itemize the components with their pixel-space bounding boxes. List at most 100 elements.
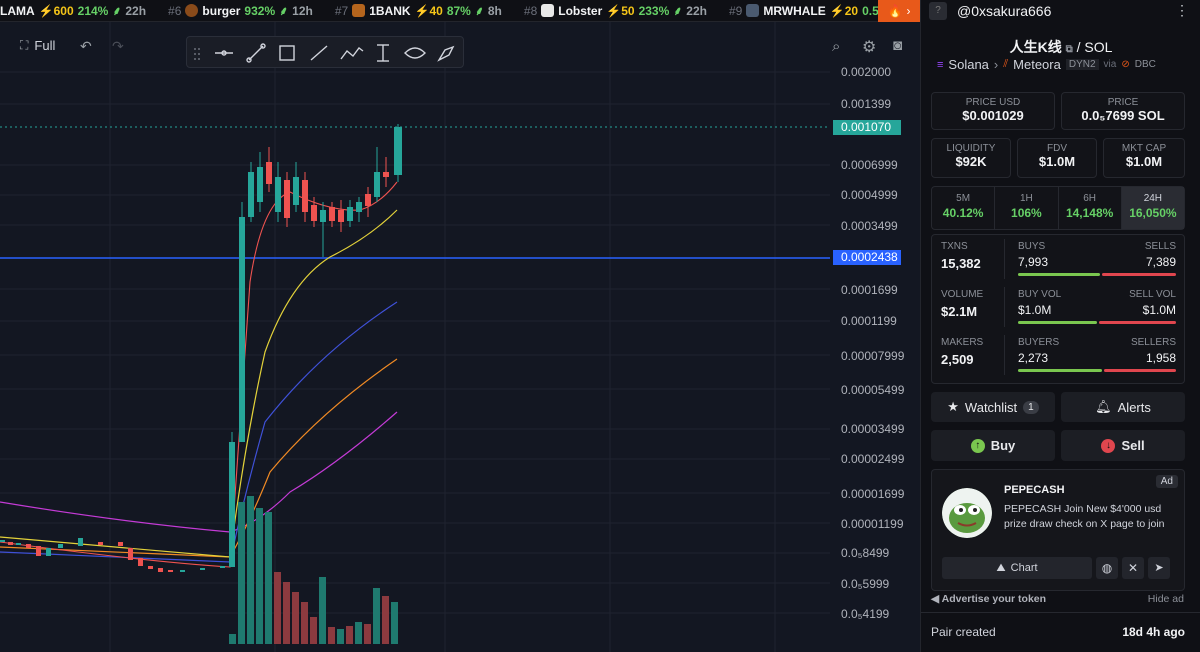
camera-icon[interactable]: ◙ <box>893 37 903 54</box>
axis-label: 0.0₅5999 <box>841 577 890 591</box>
ticker-rank: #9 <box>728 3 743 18</box>
stat-value: 15,382 <box>941 256 981 271</box>
dex-name[interactable]: Meteora <box>1013 57 1061 72</box>
sells-label: SELLS <box>1144 241 1176 252</box>
telegram-icon[interactable]: ➤ <box>1148 557 1170 579</box>
mktcap-label: MKT CAP <box>1121 143 1167 154</box>
current-price-tag: 0.001070 <box>833 120 901 135</box>
axis-label: 0.00002499 <box>841 452 905 466</box>
sell-label: Sell <box>1121 438 1145 453</box>
ratio-bar <box>1018 369 1176 372</box>
tab-1h[interactable]: 1H 106% <box>995 187 1059 229</box>
ad-badge: Ad <box>1155 475 1178 488</box>
ticker-boost: ⚡600 <box>38 3 74 18</box>
buy-vol-label: BUY VOL <box>1018 289 1062 300</box>
tab-5m[interactable]: 5M 40.12% <box>932 187 996 229</box>
chain-name[interactable]: Solana <box>948 57 989 72</box>
alerts-button[interactable]: 🔔︎ Alerts <box>1061 392 1185 422</box>
sprout-icon: ⸙ <box>112 4 122 18</box>
tab-value: 106% <box>1011 206 1042 220</box>
advertise-label: Advertise your token <box>941 593 1047 605</box>
ticker-item[interactable]: #7 1BANK ⚡40 87% ⸙ 8h <box>335 2 502 19</box>
axis-label: 0.00007999 <box>841 349 905 363</box>
star-icon: ★ <box>947 399 959 414</box>
ticker-item[interactable]: #8 Lobster ⚡50 233% ⸙ 22h <box>524 2 707 19</box>
advertise-link[interactable]: ◀ Advertise your token <box>931 593 1046 605</box>
trending-ticker-bar: LAMA ⚡600 214% ⸙ 22h #6 burger 932% ⸙ 12… <box>0 0 920 22</box>
axis-label: 0.00001199 <box>841 517 904 531</box>
sell-button[interactable]: ↓ Sell <box>1061 430 1185 461</box>
trending-button[interactable]: 🔥 › <box>878 0 920 22</box>
token-logo-icon <box>185 4 199 17</box>
ad-chart-button[interactable]: ⛰ Chart <box>942 557 1092 579</box>
timeframe-tabs: 5M 40.12% 1H 106% 6H 14,148% 24H 16,050% <box>931 186 1185 230</box>
settings-gear-icon[interactable]: ⚙ <box>862 39 877 56</box>
redo-icon[interactable]: ↷ <box>112 38 124 54</box>
watchlist-button[interactable]: ★ Watchlist 1 <box>931 392 1055 422</box>
avatar[interactable]: ? <box>929 2 947 20</box>
kebab-menu-icon[interactable]: ⋮ <box>1175 2 1189 18</box>
chart-canvas[interactable] <box>0 22 920 652</box>
ma-line-red <box>0 181 398 568</box>
copy-icon[interactable]: ⧉ <box>1065 44 1073 55</box>
ma-line-yellow <box>0 209 398 558</box>
candles <box>0 124 402 572</box>
zoom-icon[interactable]: ⌕ <box>832 38 841 55</box>
tab-6h[interactable]: 6H 14,148% <box>1059 187 1122 229</box>
ticker-symbol: MRWHALE <box>763 3 826 18</box>
price-usd-box: PRICE USD $0.001029 <box>931 92 1055 130</box>
buy-label: Buy <box>990 438 1016 453</box>
buy-vol-value: $1.0M <box>1018 303 1052 317</box>
mktcap-box: MKT CAP $1.0M <box>1103 138 1185 178</box>
price-chart[interactable] <box>0 22 920 652</box>
x-icon[interactable]: ✕ <box>1122 557 1144 579</box>
fdv-value: $1.0M <box>1038 154 1076 169</box>
pair-created-value: 18d 4h ago <box>1122 625 1185 639</box>
ma-line-magenta <box>0 411 398 533</box>
ad-title[interactable]: PEPECASH <box>1004 484 1065 496</box>
price-sol-label: PRICE <box>1107 97 1139 108</box>
user-handle[interactable]: @0xsakura666 <box>957 3 1052 19</box>
alerts-label: Alerts <box>1117 399 1151 415</box>
hide-ad-link[interactable]: Hide ad <box>1147 593 1184 605</box>
sprout-icon: ⸙ <box>673 4 683 18</box>
stat-label: MAKERS <box>941 337 984 348</box>
axis-label: 0.0001699 <box>841 283 898 297</box>
arrow-down-icon: ↓ <box>1101 438 1116 453</box>
sellers-value: 1,958 <box>1145 351 1176 365</box>
buyers-fill <box>1018 369 1102 372</box>
stat-value: $2.1M <box>941 304 978 319</box>
ticker-rank: #6 <box>168 3 182 18</box>
ticker-change: 87% <box>446 3 471 18</box>
axis-label: 0.0₅8499 <box>841 546 890 560</box>
tab-value: 16,050% <box>1129 206 1177 220</box>
token-logo-icon <box>746 4 760 17</box>
axis-label: 0.001399 <box>841 97 892 111</box>
axis-label: 0.0004999 <box>841 188 898 202</box>
axis-label: 0.0001199 <box>841 314 897 328</box>
fullscreen-label: Full <box>34 38 56 53</box>
ticker-item[interactable]: LAMA ⚡600 214% ⸙ 22h <box>0 2 146 19</box>
buyers-label: BUYERS <box>1018 337 1060 348</box>
pair-meta: ≡ Solana › ⫽ Meteora DYN2 via ⊘ DBC <box>937 57 1156 72</box>
tab-24h[interactable]: 24H 16,050% <box>1121 187 1184 229</box>
buy-button[interactable]: ↑ Buy <box>931 430 1055 461</box>
bell-icon: 🔔︎ <box>1095 399 1112 414</box>
liquidity-value: $92K <box>955 154 987 169</box>
ratio-bar <box>1018 273 1176 276</box>
fire-icon: 🔥 <box>887 4 903 18</box>
axis-label: 0.0003499 <box>841 219 898 233</box>
hline-price-tag: 0.0002438 <box>833 250 901 265</box>
undo-icon[interactable]: ↶ <box>80 38 92 54</box>
tab-label: 5M <box>956 193 971 204</box>
axis-label: 0.00005499 <box>841 383 905 397</box>
ticker-item[interactable]: #6 burger 932% ⸙ 12h <box>168 2 313 19</box>
ticker-boost: ⚡50 <box>606 3 635 18</box>
ticker-age: 22h <box>686 3 707 18</box>
ticker-symbol: LAMA <box>0 3 35 18</box>
fdv-label: FDV <box>1047 143 1067 154</box>
solana-icon: ≡ <box>937 58 944 71</box>
fullscreen-button[interactable]: ⛶ Full <box>20 38 55 53</box>
ticker-age: 12h <box>292 3 313 18</box>
globe-icon[interactable]: ◍ <box>1096 557 1118 579</box>
